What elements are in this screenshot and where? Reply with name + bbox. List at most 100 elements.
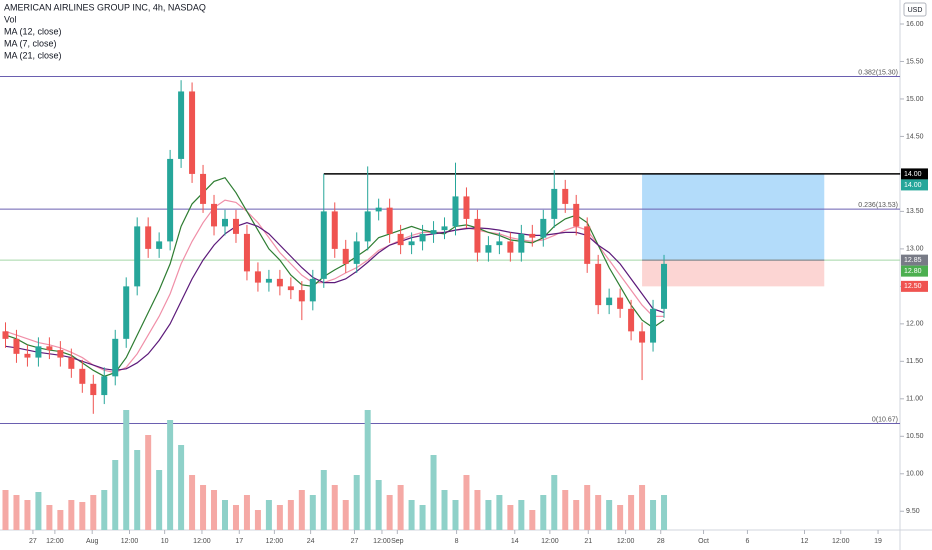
volume-bar	[474, 490, 481, 530]
volume-bar	[661, 495, 668, 530]
volume-bar	[134, 450, 141, 530]
candle-body	[331, 211, 338, 249]
volume-bar	[167, 420, 174, 530]
volume-bar	[254, 510, 261, 530]
price-tag-label: 12.50	[904, 283, 922, 290]
candle-body	[441, 226, 448, 231]
candle-body	[551, 188, 558, 219]
candle-body	[485, 245, 492, 253]
volume-bar	[79, 502, 86, 530]
volume-bar	[430, 455, 437, 530]
volume-bar	[650, 500, 657, 530]
fib-label: 0.236(13.53)	[858, 202, 898, 209]
volume-bar	[276, 505, 283, 530]
x-tick-label: 8	[455, 538, 459, 545]
volume-bar	[639, 485, 646, 530]
x-tick-label: 27	[29, 538, 37, 545]
candle-body	[145, 226, 152, 249]
candle-body	[463, 196, 470, 219]
chart-title: AMERICAN AIRLINES GROUP INC, 4h, NASDAQ	[4, 2, 206, 12]
volume-bar	[68, 500, 75, 530]
volume-bar	[211, 490, 218, 530]
candle-body	[68, 357, 75, 369]
volume-bar	[463, 475, 470, 530]
x-tick-label: 19	[874, 538, 882, 545]
candle-body	[496, 241, 503, 246]
currency-box[interactable]	[903, 2, 927, 17]
candle-body	[243, 233, 250, 272]
volume-bar	[518, 500, 525, 530]
volume-bar	[35, 492, 42, 530]
volume-bar	[178, 445, 185, 530]
volume-bar	[101, 490, 108, 530]
fib-label: 0(10.67)	[872, 416, 898, 423]
y-tick-label: 16.00	[906, 21, 924, 28]
candle-body	[298, 290, 305, 302]
volume-bar	[287, 500, 294, 530]
candle-body	[628, 308, 635, 332]
volume-bar	[540, 495, 547, 530]
volume-bar	[145, 435, 152, 530]
volume-bar	[364, 410, 371, 530]
candle-body	[584, 226, 591, 264]
candle-body	[232, 218, 239, 234]
x-tick-label: Aug	[86, 538, 99, 545]
price-tag-label: 14.00	[904, 171, 922, 178]
volume-bar	[189, 475, 196, 530]
volume-bar	[529, 510, 536, 530]
y-tick-label: 10.00	[906, 471, 924, 478]
volume-bar	[496, 495, 503, 530]
candle-body	[430, 230, 437, 234]
candle-body	[211, 203, 218, 227]
x-tick-label: 12:00	[46, 538, 64, 545]
volume-bar	[606, 500, 613, 530]
candle-body	[123, 286, 130, 339]
profit-zone	[642, 173, 825, 261]
candle-body	[518, 233, 525, 253]
x-tick-label: 24	[307, 538, 315, 545]
candle-body	[573, 203, 580, 227]
fib-label: 0.382(15.30)	[858, 69, 898, 76]
volume-bar	[353, 475, 360, 530]
volume-bar	[562, 490, 569, 530]
candle-body	[101, 376, 108, 396]
volume-bar	[573, 500, 580, 530]
volume-bar	[419, 505, 426, 530]
x-tick-label: 12:00	[541, 538, 559, 545]
volume-bar	[441, 490, 448, 530]
volume-bar	[375, 480, 382, 530]
candle-body	[507, 241, 514, 253]
candle-body	[265, 278, 272, 283]
x-tick-label: 21	[584, 538, 592, 545]
volume-bar	[57, 510, 64, 530]
volume-bar	[309, 495, 316, 530]
y-tick-label: 13.50	[906, 208, 924, 215]
candle-body	[276, 278, 283, 287]
y-tick-label: 9.50	[906, 508, 920, 515]
candle-body	[342, 248, 349, 264]
legend-vol: Vol	[4, 14, 17, 24]
currency: USD	[908, 7, 923, 14]
volume-bar	[298, 490, 305, 530]
x-tick-label: Sep	[391, 538, 404, 545]
volume-bar	[485, 500, 492, 530]
y-tick-label: 15.00	[906, 96, 924, 103]
candle-body	[408, 241, 415, 246]
x-tick-label: 12:00	[121, 538, 139, 545]
plot: 9.50 10.00 10.50 11.00 11.50 12.00 12.50 13.00 1…	[0, 21, 924, 545]
price-tag-label: 12.85	[904, 257, 922, 264]
x-tick-label: 12:00	[373, 538, 391, 545]
volume-bar	[24, 500, 31, 530]
candle-body	[595, 263, 602, 306]
candle-body	[639, 331, 646, 343]
y-tick-label: 10.50	[906, 433, 924, 440]
candle-body	[24, 353, 31, 358]
x-tick-label: 17	[235, 538, 243, 545]
price-tag	[901, 168, 928, 180]
x-tick-label: Oct	[698, 538, 709, 545]
price-tag	[901, 179, 928, 191]
candle-body	[650, 308, 657, 343]
x-tick-label: 12:00	[266, 538, 284, 545]
price-tag	[901, 265, 928, 277]
